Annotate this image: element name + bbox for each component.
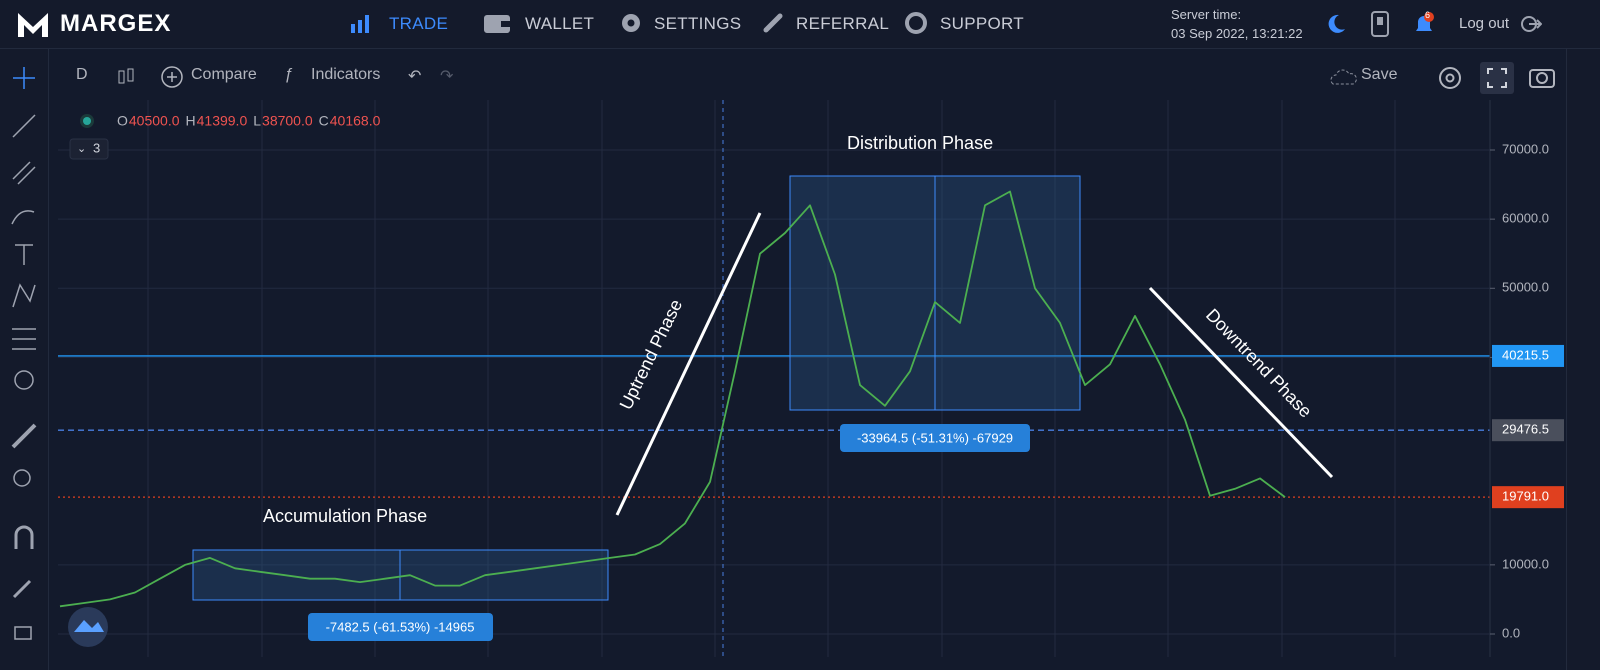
server-time-label: Server time:: [1171, 7, 1242, 22]
ohlc-key: O: [117, 113, 128, 129]
nav-item[interactable]: SETTINGS: [654, 14, 742, 33]
tool-lock-draw[interactable]: [12, 579, 32, 599]
theme-icon[interactable]: [1325, 13, 1347, 35]
save[interactable]: Save: [1361, 66, 1398, 83]
wallet-icon: [484, 15, 510, 33]
price-label: 19791.0: [1502, 489, 1549, 504]
logo[interactable]: MARGEX: [60, 10, 172, 37]
tool-crosshair[interactable]: [13, 67, 35, 89]
bell-icon[interactable]: [1412, 12, 1436, 36]
tool-text[interactable]: [15, 244, 33, 265]
logout-icon[interactable]: [1520, 14, 1542, 34]
screenshot-button[interactable]: [1528, 65, 1556, 89]
annotation: Distribution Phase: [847, 133, 993, 153]
tool-emoji[interactable]: [14, 370, 34, 390]
nav-item[interactable]: TRADE: [389, 14, 449, 33]
notification-count: 6: [1425, 10, 1431, 20]
collapse-button[interactable]: [69, 138, 109, 160]
settings-button[interactable]: [1437, 65, 1463, 91]
redo: ↷: [440, 68, 454, 85]
price-label: 29476.5: [1502, 422, 1549, 437]
tool-line[interactable]: [12, 114, 36, 138]
collapse-count[interactable]: 3: [93, 140, 100, 155]
ohlc-value: 40168.0: [330, 113, 381, 129]
trend-line: [615, 212, 762, 516]
tool-prediction[interactable]: [12, 328, 36, 350]
status-dot: [83, 117, 91, 125]
top-nav: MARGEX TRADE WALLET SETTINGS REFERRAL SU…: [0, 0, 1600, 49]
settings-icon: [622, 14, 640, 32]
cloud-icon: [1330, 69, 1357, 85]
ohlc-value: 40500.0: [129, 113, 180, 129]
ohlc-key: H: [186, 113, 196, 129]
y-tick-label: 50000.0: [1502, 280, 1549, 295]
compare-icon[interactable]: [160, 65, 184, 89]
support-icon: [905, 12, 927, 34]
compare[interactable]: Compare: [191, 66, 257, 83]
price-label-bg: [1492, 419, 1564, 442]
tool-fib[interactable]: [12, 161, 36, 185]
measure-label: -33964.5 (-51.31%) -67929: [857, 430, 1013, 445]
y-tick-label: 0.0: [1502, 625, 1520, 640]
referral-icon: [763, 13, 783, 33]
price-label-bg: [1492, 486, 1564, 509]
y-tick-label: 10000.0: [1502, 556, 1549, 571]
ohlc-value: 41399.0: [197, 113, 248, 129]
indicators[interactable]: Indicators: [311, 66, 381, 83]
annotation: Accumulation Phase: [263, 506, 427, 526]
app-icon[interactable]: [1370, 11, 1390, 37]
collapse-icon[interactable]: ⌄: [77, 143, 86, 155]
ohlc-key: C: [319, 113, 329, 129]
interval[interactable]: D: [76, 66, 88, 83]
drawing-tools: [11, 67, 37, 640]
vertical-grid: [147, 100, 1396, 657]
right-toolbar: [1566, 49, 1600, 670]
indicators-icon[interactable]: ƒ: [284, 66, 293, 83]
y-tick-label: 60000.0: [1502, 211, 1549, 226]
server-time: 03 Sep 2022, 13:21:22: [1171, 26, 1303, 41]
tool-zoom[interactable]: [13, 469, 31, 487]
logo-icon: [18, 13, 48, 37]
ohlc-value: 38700.0: [262, 113, 313, 129]
nav-item[interactable]: REFERRAL: [796, 14, 890, 33]
nav-item[interactable]: SUPPORT: [940, 14, 1024, 33]
brand-icon: [74, 620, 104, 632]
trade-icon: [351, 15, 369, 33]
ohlc-key: L: [253, 113, 261, 129]
nav-item[interactable]: WALLET: [525, 14, 595, 33]
tool-brush[interactable]: [11, 210, 35, 225]
measure-label-bg: [308, 613, 493, 641]
tool-ruler[interactable]: [11, 423, 37, 449]
measure-label-bg: [840, 424, 1030, 452]
price-label-bg: [1492, 344, 1564, 367]
fullscreen-button[interactable]: [1480, 62, 1514, 94]
tool-pattern[interactable]: [12, 283, 36, 308]
drawing-toolbar: [0, 49, 49, 670]
chart-type-icon[interactable]: [116, 66, 136, 88]
undo[interactable]: ↶: [408, 68, 422, 85]
price-line-series: [59, 190, 1286, 608]
tool-lock[interactable]: [14, 626, 32, 640]
price-label: 40215.5: [1502, 347, 1549, 362]
logout[interactable]: Log out: [1459, 15, 1510, 32]
tool-magnet[interactable]: [14, 525, 34, 549]
measure-label: -7482.5 (-61.53%) -14965: [326, 619, 475, 634]
y-tick-label: 70000.0: [1502, 141, 1549, 156]
trend-line: [1148, 286, 1334, 479]
